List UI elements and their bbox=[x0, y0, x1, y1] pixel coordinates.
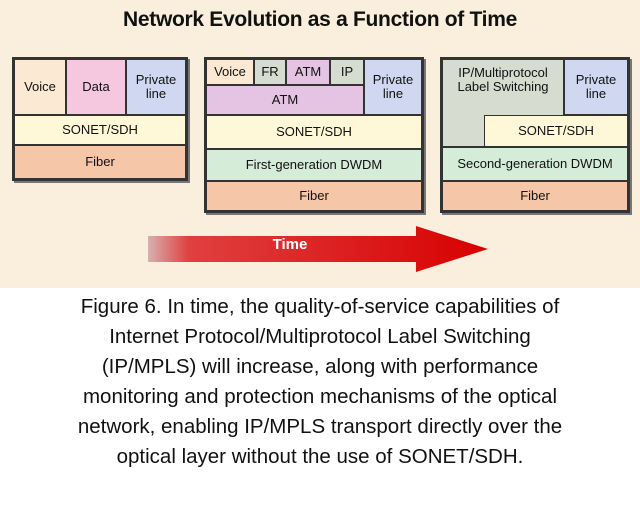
stage1-voice: Voice bbox=[14, 59, 66, 115]
stage3-stack: IP/Multiprotocol Label Switching Private… bbox=[440, 57, 630, 213]
stage2-fr: FR bbox=[254, 59, 286, 85]
time-arrow bbox=[148, 226, 488, 272]
stage3-fiber: Fiber bbox=[442, 181, 628, 211]
stage3-sonet: SONET/SDH bbox=[484, 115, 628, 147]
stage3-private-line: Private line bbox=[564, 59, 628, 115]
stage2-dwdm: First-generation DWDM bbox=[206, 149, 422, 181]
stage2-atm: ATM bbox=[206, 85, 364, 115]
stage2-fiber: Fiber bbox=[206, 181, 422, 211]
time-label: Time bbox=[272, 236, 308, 253]
stage2-sonet: SONET/SDH bbox=[206, 115, 422, 149]
caption-line: network, enabling IP/MPLS transport dire… bbox=[77, 415, 563, 438]
caption-line: monitoring and protection mechanisms of … bbox=[82, 385, 558, 408]
stage1-sonet: SONET/SDH bbox=[14, 115, 186, 145]
stage3-dwdm: Second-generation DWDM bbox=[442, 147, 628, 181]
stage2-voice: Voice bbox=[206, 59, 254, 85]
stage1-private-line: Private line bbox=[126, 59, 186, 115]
figure-caption: Figure 6. In time, the quality-of-servic… bbox=[0, 292, 640, 472]
stage1-stack: Voice Data Private line SONET/SDH Fiber bbox=[12, 57, 188, 181]
stage1-data: Data bbox=[66, 59, 126, 115]
caption-line: Figure 6. In time, the quality-of-servic… bbox=[80, 295, 560, 318]
caption-line: (IP/MPLS) will increase, along with perf… bbox=[101, 355, 539, 378]
stage2-atm-small: ATM bbox=[286, 59, 330, 85]
caption-line: optical layer without the use of SONET/S… bbox=[116, 445, 524, 468]
caption-line: Internet Protocol/Multiprotocol Label Sw… bbox=[109, 325, 531, 348]
stage2-stack: Voice FR ATM IP ATM Private line SONET/S… bbox=[204, 57, 424, 213]
diagram-title: Network Evolution as a Function of Time bbox=[123, 8, 517, 31]
stage1-fiber: Fiber bbox=[14, 145, 186, 179]
stage2-private-line: Private line bbox=[364, 59, 422, 115]
stage2-ip: IP bbox=[330, 59, 364, 85]
